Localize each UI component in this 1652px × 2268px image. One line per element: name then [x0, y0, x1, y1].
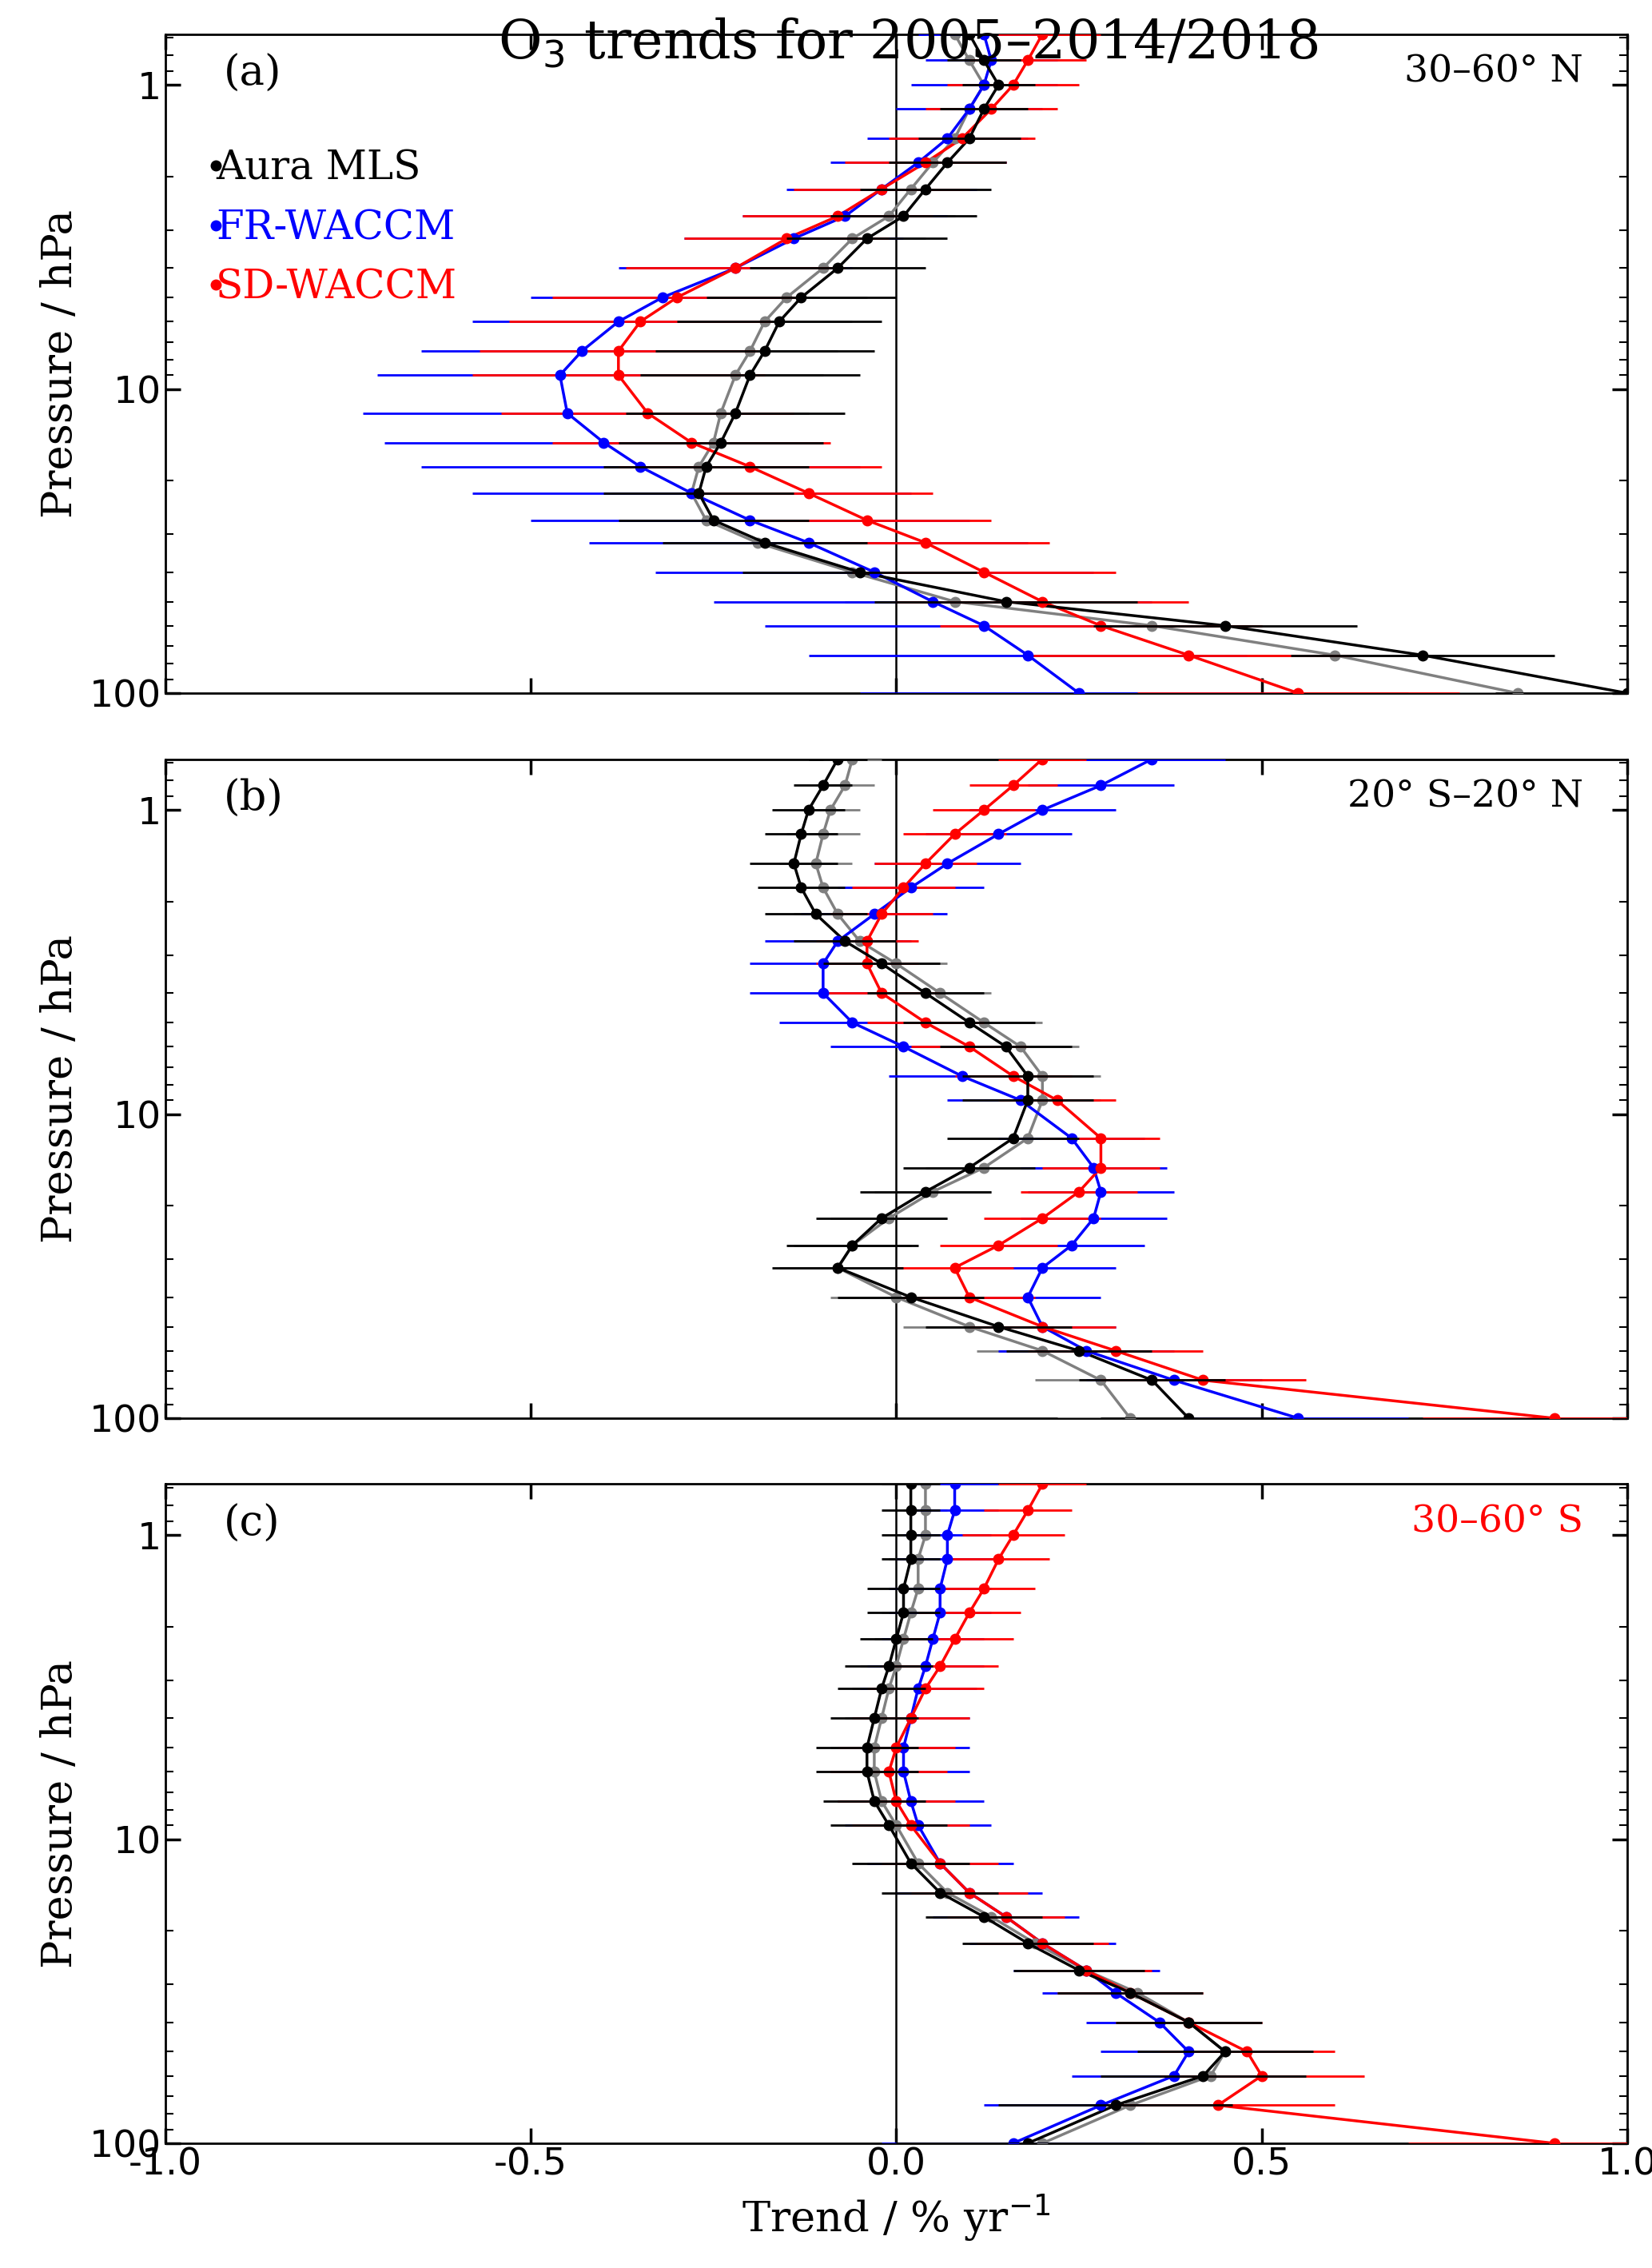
Text: O$_3$ trends for 2005–2014/2018: O$_3$ trends for 2005–2014/2018 [499, 16, 1318, 70]
Y-axis label: Pressure / hPa: Pressure / hPa [40, 934, 81, 1243]
Text: 30–60° S: 30–60° S [1411, 1504, 1583, 1540]
Y-axis label: Pressure / hPa: Pressure / hPa [40, 1660, 81, 1969]
X-axis label: Trend / % yr$^{-1}$: Trend / % yr$^{-1}$ [742, 2191, 1051, 2243]
Text: (a): (a) [223, 54, 281, 95]
Text: (c): (c) [223, 1504, 281, 1545]
Y-axis label: Pressure / hPa: Pressure / hPa [40, 209, 81, 517]
Legend: Aura MLS, FR-WACCM, SD-WACCM: Aura MLS, FR-WACCM, SD-WACCM [200, 134, 472, 324]
Text: 30–60° N: 30–60° N [1404, 54, 1583, 91]
Text: (b): (b) [223, 778, 284, 819]
Text: 20° S–20° N: 20° S–20° N [1348, 778, 1583, 814]
